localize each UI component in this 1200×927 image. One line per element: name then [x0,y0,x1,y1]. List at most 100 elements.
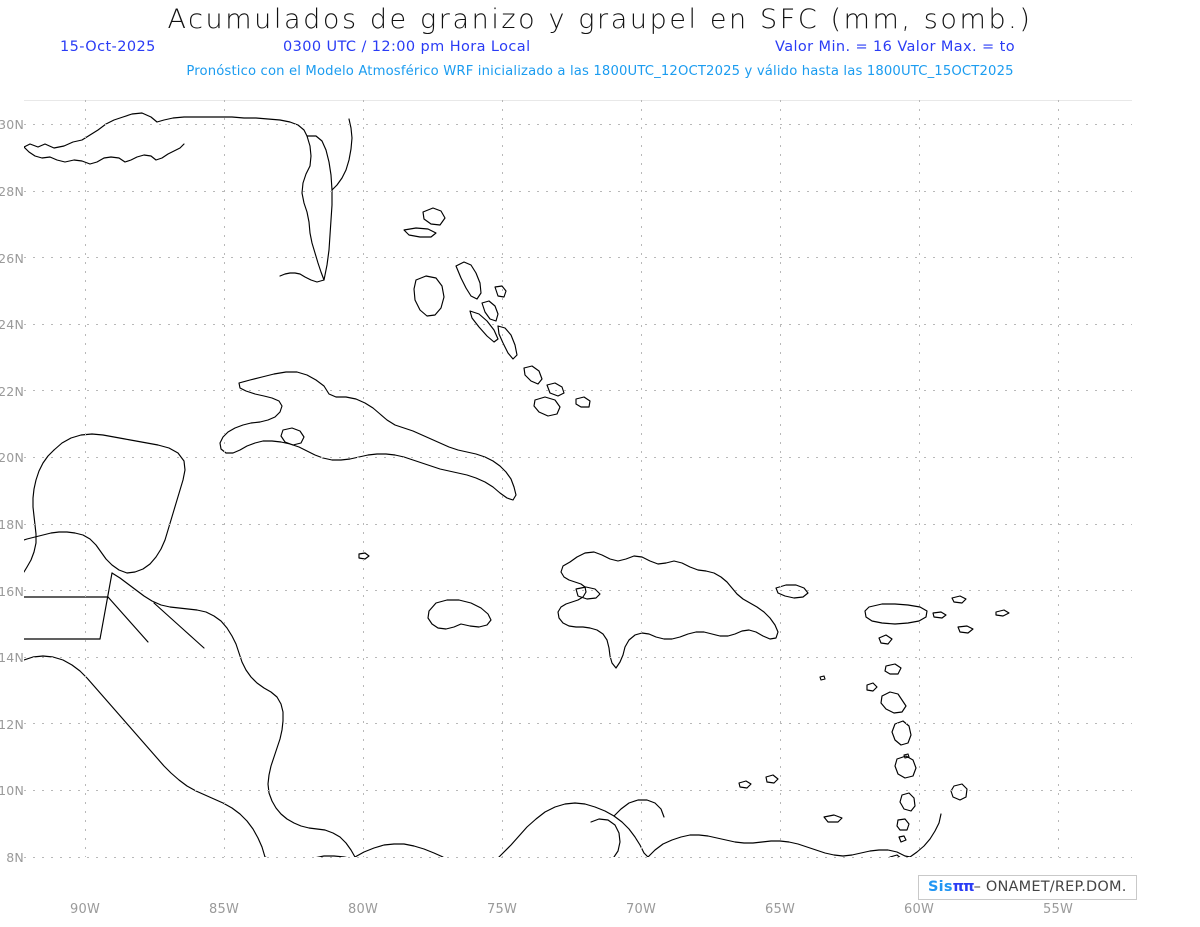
gridline-lat-22N [24,390,1132,391]
gridline-lat-24N [24,324,1132,325]
gridline-lon-55W [1058,100,1059,857]
coast-montserrat [866,682,878,692]
coast-jamaica [427,599,492,630]
y-tick-20N: 20N [0,450,24,465]
coastline-layer [24,112,1010,857]
coast-vieques [932,611,947,619]
coast-bahamas-cat [481,300,499,322]
coast-aruba-curacao [738,780,752,789]
border-honduras-nicaragua [153,602,205,649]
gridline-lon-75W [502,100,503,857]
coast-isla-juventud [280,427,305,446]
y-tick-10N: 10N [0,783,24,798]
coast-florida-peninsula [301,135,333,281]
coast-florida-keys [279,272,325,283]
y-tick-12N: 12N [0,717,24,732]
forecast-time: 0300 UTC / 12:00 pm Hora Local [283,39,531,55]
coast-puerto-rico [864,603,928,625]
coast-yucatan [24,433,186,574]
brand-pi-icon: ππ [952,879,975,895]
coast-dominica [891,720,912,746]
coast-st-martin [878,634,893,645]
coast-lake-maracaibo [590,818,621,857]
coast-bahamas-mayaguana [546,382,565,397]
coast-stcroix [957,625,974,634]
map-plot-area[interactable] [24,100,1132,858]
gridline-lat-10N [24,790,1132,791]
coast-centralamerica-caribbean [111,572,356,857]
brand-sis-label: Sis [928,879,953,895]
y-tick-30N: 30N [0,117,24,132]
coast-guajira [613,799,665,818]
y-tick-8N: 8N [6,850,24,865]
credit-organization: ONAMET/REP.DOM. [985,879,1127,895]
coast-anguilla [995,609,1010,617]
header-subtitle-row: 15-Oct-2025 0300 UTC / 12:00 pm Hora Loc… [0,39,1200,61]
credit-badge[interactable]: Sisππ– ONAMET/REP.DOM. [918,875,1137,900]
gridline-lat-28N [24,191,1132,192]
coast-bahamas-exuma [469,310,499,343]
gridline-lon-90W [85,100,86,857]
gridline-lat-8N [24,857,1132,858]
gridline-lat-26N [24,257,1132,258]
coast-hispaniola [557,551,779,669]
coast-turks [575,396,591,408]
gridline-lat-14N [24,657,1132,658]
x-tick-55W: 55W [1043,902,1073,917]
gridline-lat-20N [24,457,1132,458]
coast-mexico-west [24,449,55,573]
x-axis: 90W 85W 80W 75W 70W 65W 60W 55W [24,902,1132,922]
coast-cay-4 [819,675,826,681]
coast-colombia-caribbean [498,802,649,857]
y-tick-28N: 28N [0,184,24,199]
x-tick-85W: 85W [209,902,239,917]
y-axis: 30N 28N 26N 24N 22N 20N 18N 16N 14N 12N … [0,100,24,865]
coast-bahamas-grand [403,227,437,238]
coast-bahamas-longisl [497,325,518,360]
coast-barbados [950,783,968,801]
coast-martinique [894,755,917,779]
x-tick-70W: 70W [626,902,656,917]
forecast-model-note: Pronóstico con el Modelo Atmosférico WRF… [186,64,1014,79]
coast-bahamas-andros [413,275,445,317]
coast-grenada [889,854,901,857]
coast-bonaire [765,774,779,784]
x-tick-60W: 60W [904,902,934,917]
coast-cayman [358,552,370,560]
gridline-lon-85W [224,100,225,857]
coast-guyana [909,813,942,857]
coast-usa-lower [24,143,185,165]
gridline-lat-30N [24,124,1132,125]
coast-haiti-gonave [575,586,601,600]
coast-samana-pen [775,584,809,599]
coast-venezuela-north [647,834,911,857]
y-tick-14N: 14N [0,650,24,665]
coast-guadeloupe [880,691,907,714]
y-tick-22N: 22N [0,384,24,399]
coast-stvincent [896,818,910,831]
coast-bahamas-abaco [422,207,446,226]
y-tick-26N: 26N [0,251,24,266]
coast-cay-3 [903,753,910,759]
coast-panama-north [354,843,444,857]
gridline-lon-65W [780,100,781,857]
x-tick-80W: 80W [348,902,378,917]
coast-centralamerica-pacific [24,655,266,857]
y-tick-18N: 18N [0,517,24,532]
forecast-date: 15-Oct-2025 [60,39,156,55]
gridline-lat-12N [24,723,1132,724]
coast-cuba [219,371,517,501]
gridline-lon-80W [363,100,364,857]
page-title: Acumulados de granizo y graupel en SFC (… [167,4,1033,35]
map-header: Acumulados de granizo y graupel en SFC (… [0,0,1200,79]
credit-separator: – [973,879,982,895]
value-range-label: Valor Min. = 16 Valor Max. = to [775,39,1015,55]
border-guatemala-honduras [107,596,149,643]
coast-bahamas-eleuthera [455,261,482,300]
gridline-lat-16N [24,590,1132,591]
plot-top-border [24,100,1132,101]
coast-usa-gulf [24,112,308,149]
y-tick-16N: 16N [0,584,24,599]
coast-bahamas-inagua [533,396,561,417]
coast-antigua [884,663,902,675]
